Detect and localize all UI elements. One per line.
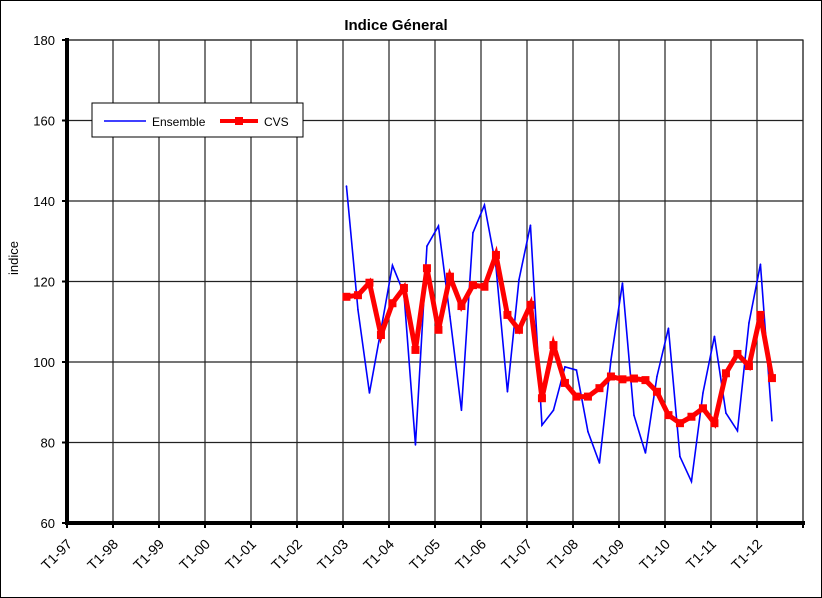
data-point-cvs bbox=[641, 376, 650, 385]
data-point-ensemble bbox=[748, 322, 750, 324]
data-point-ensemble bbox=[690, 480, 693, 483]
data-point-cvs bbox=[503, 310, 512, 319]
data-point-cvs bbox=[434, 325, 443, 334]
data-point-cvs bbox=[411, 345, 420, 354]
data-point-ensemble bbox=[736, 430, 739, 432]
data-point-ensemble bbox=[483, 204, 486, 206]
data-point-ensemble bbox=[541, 424, 543, 426]
data-point-cvs bbox=[422, 264, 431, 273]
y-tick-label: 80 bbox=[41, 436, 55, 451]
data-point-ensemble bbox=[621, 282, 624, 284]
data-point-cvs bbox=[675, 419, 684, 428]
data-point-ensemble bbox=[437, 225, 440, 227]
data-point-cvs bbox=[457, 302, 466, 311]
y-ticks: 60 80 100 120 140 160 180 bbox=[33, 33, 67, 531]
data-point-cvs bbox=[468, 281, 477, 290]
data-point-ensemble bbox=[598, 462, 601, 464]
legend: Ensemble CVS bbox=[91, 102, 304, 138]
data-point-cvs bbox=[572, 392, 581, 401]
data-point-cvs bbox=[376, 331, 385, 340]
data-point-cvs bbox=[365, 278, 374, 287]
data-point-cvs bbox=[767, 374, 776, 383]
y-tick-label: 100 bbox=[33, 355, 55, 370]
data-point-cvs bbox=[549, 341, 558, 350]
data-point-ensemble bbox=[575, 369, 578, 371]
data-point-ensemble bbox=[449, 315, 451, 318]
data-point-ensemble bbox=[426, 245, 428, 247]
data-point-cvs bbox=[445, 272, 454, 281]
data-point-cvs bbox=[698, 404, 707, 413]
data-point-ensemble bbox=[587, 430, 589, 433]
data-point-cvs bbox=[595, 384, 604, 393]
data-point-cvs bbox=[353, 291, 362, 300]
data-point-ensemble bbox=[656, 375, 658, 378]
data-point-cvs bbox=[733, 349, 742, 358]
data-point-ensemble bbox=[679, 455, 681, 458]
y-tick-label: 120 bbox=[33, 275, 55, 290]
chart-title: Indice Géneral bbox=[344, 17, 447, 34]
axes bbox=[65, 38, 805, 525]
data-point-cvs bbox=[721, 369, 730, 378]
y-tick-label: 180 bbox=[33, 33, 55, 48]
data-point-cvs bbox=[583, 392, 592, 401]
data-point-cvs bbox=[342, 292, 351, 301]
data-point-ensemble bbox=[667, 327, 670, 329]
data-point-cvs bbox=[664, 411, 673, 420]
y-tick-label: 140 bbox=[33, 194, 55, 209]
data-point-ensemble bbox=[506, 390, 509, 393]
data-point-cvs bbox=[756, 310, 765, 319]
y-axis-label: indice bbox=[6, 241, 21, 275]
legend-label-ensemble: Ensemble bbox=[152, 115, 206, 129]
data-point-cvs bbox=[388, 299, 397, 308]
data-point-ensemble bbox=[644, 452, 647, 454]
data-point-cvs bbox=[480, 282, 489, 291]
data-point-cvs bbox=[687, 412, 696, 421]
series-group bbox=[342, 185, 776, 485]
data-point-ensemble bbox=[345, 185, 348, 187]
data-point-cvs bbox=[526, 300, 535, 309]
data-point-ensemble bbox=[564, 366, 566, 368]
data-point-ensemble bbox=[633, 414, 635, 416]
data-point-ensemble bbox=[713, 335, 716, 338]
data-point-ensemble bbox=[414, 444, 417, 446]
data-point-cvs bbox=[537, 394, 546, 403]
data-point-cvs bbox=[710, 419, 719, 428]
y-tick-label: 60 bbox=[41, 516, 55, 531]
data-point-cvs bbox=[560, 378, 569, 387]
data-point-cvs bbox=[618, 375, 627, 384]
data-point-ensemble bbox=[771, 419, 773, 422]
data-point-ensemble bbox=[357, 308, 359, 311]
data-point-cvs bbox=[652, 387, 661, 396]
data-point-cvs bbox=[399, 283, 408, 292]
data-point-ensemble bbox=[460, 409, 463, 412]
data-point-ensemble bbox=[610, 359, 612, 361]
data-point-ensemble bbox=[391, 264, 394, 267]
legend-marker-cvs bbox=[235, 117, 243, 125]
data-point-ensemble bbox=[529, 224, 532, 226]
legend-label-cvs: CVS bbox=[264, 115, 289, 129]
data-point-ensemble bbox=[518, 279, 520, 281]
data-point-cvs bbox=[514, 325, 523, 334]
data-point-cvs bbox=[629, 374, 638, 383]
data-point-cvs bbox=[744, 362, 753, 371]
data-point-ensemble bbox=[368, 392, 371, 394]
data-point-ensemble bbox=[702, 392, 704, 394]
data-point-ensemble bbox=[472, 231, 474, 234]
data-point-ensemble bbox=[759, 263, 762, 265]
data-point-cvs bbox=[491, 250, 500, 259]
y-tick-label: 160 bbox=[33, 114, 55, 129]
data-point-ensemble bbox=[725, 412, 727, 414]
legend-box bbox=[91, 102, 304, 138]
data-point-cvs bbox=[606, 372, 615, 381]
data-point-ensemble bbox=[552, 409, 555, 412]
